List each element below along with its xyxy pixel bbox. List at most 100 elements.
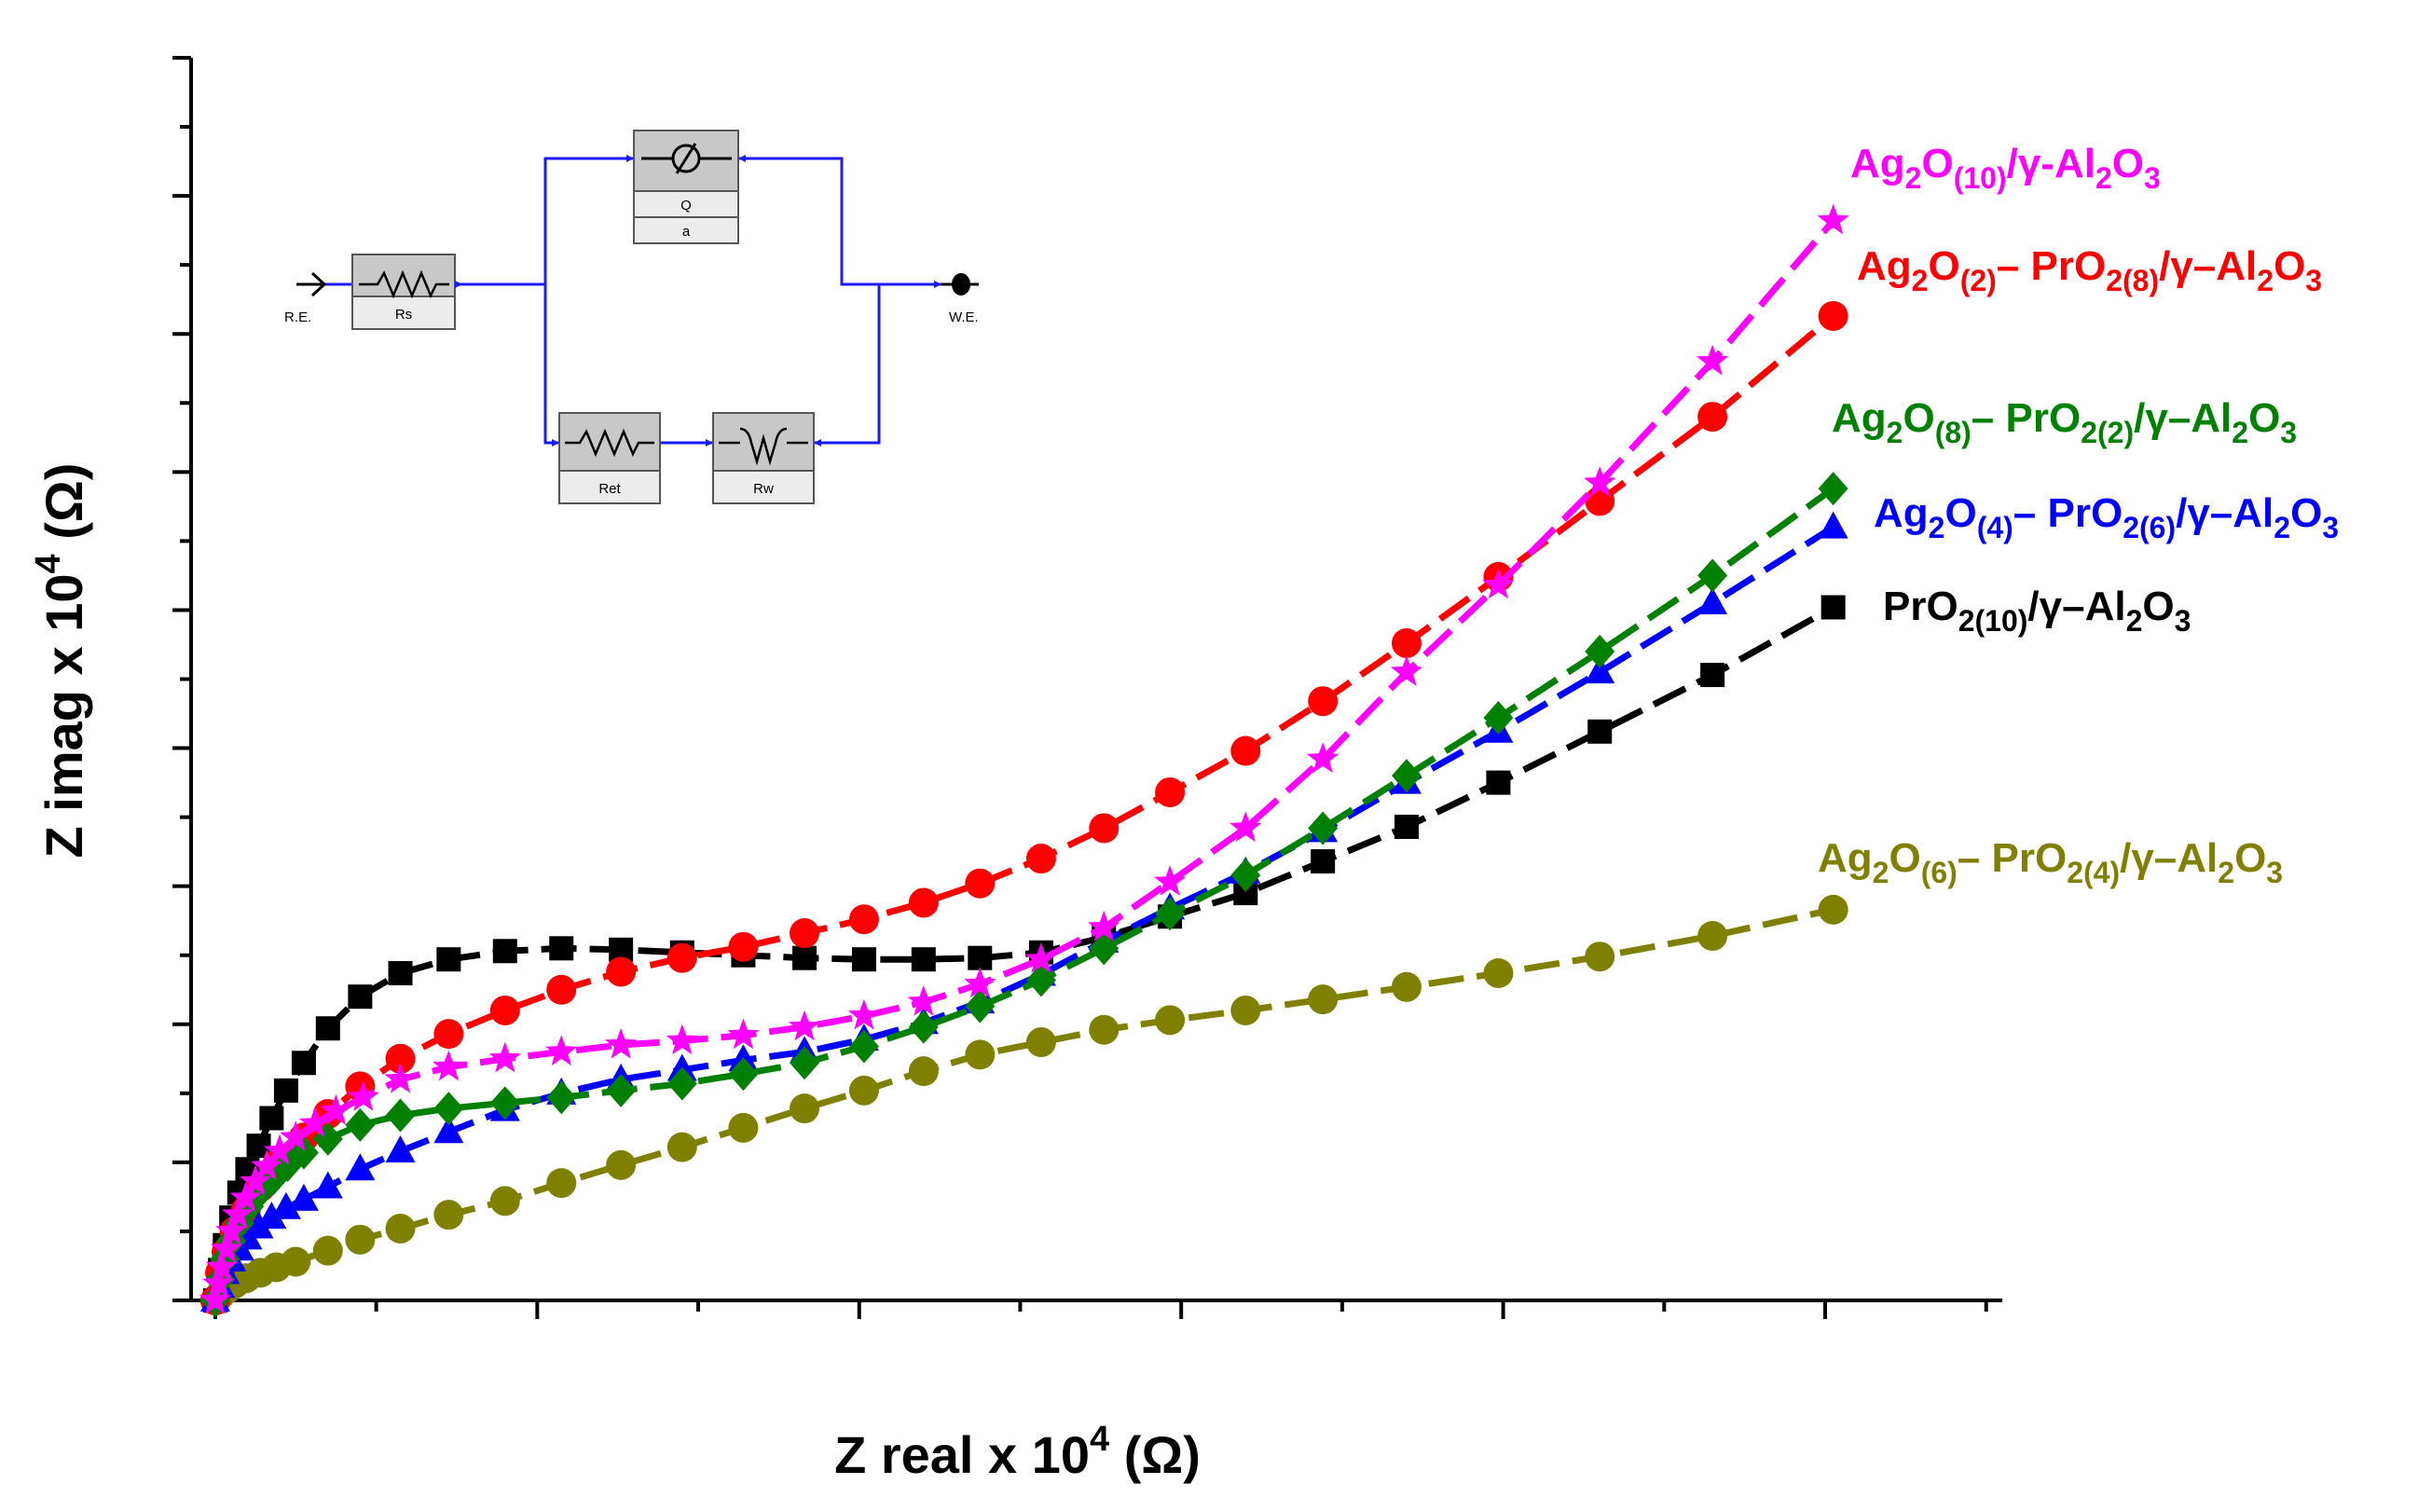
legend-label-part: (2) <box>1960 264 1997 297</box>
data-point-star <box>222 1198 254 1229</box>
data-point-square <box>1700 663 1725 688</box>
resistor-icon <box>359 269 449 299</box>
data-point-square <box>968 945 993 970</box>
re-terminal-icon <box>296 271 327 297</box>
legend-label-part: 3 <box>2280 416 2297 449</box>
ret-label: Ret <box>598 481 621 497</box>
data-point-square <box>851 947 876 972</box>
data-point-circle <box>1025 844 1056 874</box>
data-point-diamond <box>666 1066 697 1101</box>
y-axis-title-sup: 4 <box>29 554 68 573</box>
data-point-star <box>240 1164 272 1196</box>
data-point-square <box>388 960 413 985</box>
legend-label-part: O <box>2234 835 2266 881</box>
data-point-square <box>1311 849 1336 874</box>
legend-label-part: 2(10) <box>1958 604 2028 638</box>
warburg-icon <box>719 427 808 466</box>
data-point-circle <box>1230 995 1261 1025</box>
data-point-star <box>202 1267 235 1298</box>
data-point-triangle <box>288 1183 319 1211</box>
legend-label-part: 3 <box>2322 511 2339 544</box>
data-point-star <box>1390 655 1423 686</box>
data-point-triangle <box>256 1202 287 1230</box>
data-point-star <box>1154 865 1187 896</box>
legend-label-part: 2 <box>2095 161 2112 195</box>
data-point-circle <box>1155 777 1186 807</box>
data-point-diamond <box>1818 472 1848 506</box>
data-point-square <box>315 1016 340 1041</box>
data-point-circle <box>606 956 637 987</box>
legend-label-part: PrO <box>1883 584 1958 629</box>
data-point-circle <box>1089 1014 1120 1045</box>
series-4 <box>199 511 1848 1312</box>
legend-label-part: – PrO <box>1971 395 2081 441</box>
data-point-star <box>1584 466 1616 497</box>
legend-label-part: O <box>2248 395 2280 441</box>
data-point-circle <box>1818 894 1848 925</box>
data-point-triangle <box>385 1135 416 1163</box>
legend-label-part: Ag <box>1832 395 1887 441</box>
legend-label-part: O <box>2290 490 2322 536</box>
data-point-circle <box>606 1149 637 1180</box>
legend-label-part: 2 <box>2126 604 2143 638</box>
data-point-circle <box>1308 984 1339 1015</box>
data-point-square <box>492 939 517 964</box>
data-point-diamond <box>1230 858 1261 892</box>
data-point-diamond <box>345 1107 376 1142</box>
data-point-diamond <box>1089 931 1120 966</box>
data-point-triangle <box>243 1211 274 1239</box>
data-point-star <box>1817 203 1849 235</box>
data-point-square <box>549 936 574 961</box>
data-point-diamond <box>606 1073 637 1107</box>
legend-label-part: 2(2) <box>2081 416 2134 449</box>
data-point-star <box>263 1134 296 1165</box>
data-point-star <box>251 1149 283 1180</box>
data-point-circle <box>489 1186 520 1216</box>
data-point-star <box>215 1214 248 1245</box>
axes: Z real x 104 (Ω)Z imag x 104 (Ω) <box>29 56 2002 1484</box>
q-label: Q <box>680 198 692 213</box>
data-point-circle <box>1391 627 1422 658</box>
legend-label-part: O <box>2112 141 2144 186</box>
legend-label-part: O <box>1889 835 1920 881</box>
data-point-diamond <box>908 1010 939 1044</box>
data-point-star <box>907 985 940 1016</box>
data-point-star <box>280 1120 312 1151</box>
data-point-diamond <box>385 1098 416 1133</box>
legend-label-part: 3 <box>2305 264 2322 297</box>
legend-label-part: /γ–Al <box>2027 584 2125 629</box>
data-point-star <box>488 1041 521 1073</box>
data-point-circle <box>848 1075 879 1106</box>
data-point-star <box>1088 911 1120 942</box>
data-point-circle <box>433 1019 464 1050</box>
data-point-star <box>666 1024 698 1055</box>
data-point-square <box>1820 595 1846 620</box>
data-point-star <box>229 1181 262 1212</box>
data-point-circle <box>312 1235 343 1266</box>
legend-label-part: /γ–Al <box>2159 243 2257 289</box>
data-point-square <box>259 1106 284 1131</box>
data-point-star <box>298 1107 332 1137</box>
legend-label-part: /γ–Al <box>2134 395 2232 441</box>
series-line <box>212 313 1835 1301</box>
data-point-star <box>347 1080 379 1111</box>
data-point-diamond <box>790 1046 820 1080</box>
legend-label-part: – PrO <box>2013 490 2123 536</box>
rs-label-box <box>351 296 456 330</box>
data-point-triangle <box>1818 511 1848 539</box>
data-point-circle <box>345 1224 376 1255</box>
legend-label-part: – PrO <box>1958 835 2067 881</box>
legend-label-part: 3 <box>2175 604 2191 638</box>
data-point-star <box>964 967 996 998</box>
legend-label-part: – PrO <box>1997 243 2106 289</box>
data-point-square <box>436 947 461 972</box>
legend-label-part: (10) <box>1954 161 2007 195</box>
legend-label-part: 2 <box>2218 856 2234 889</box>
series-2 <box>199 203 1849 1314</box>
legend-label-part: (6) <box>1921 856 1958 889</box>
legend-label-part: 2(6) <box>2123 511 2176 544</box>
legend-label-part: 2 <box>1929 511 1945 544</box>
data-point-triangle <box>433 1116 464 1144</box>
data-point-circle <box>790 1093 820 1124</box>
